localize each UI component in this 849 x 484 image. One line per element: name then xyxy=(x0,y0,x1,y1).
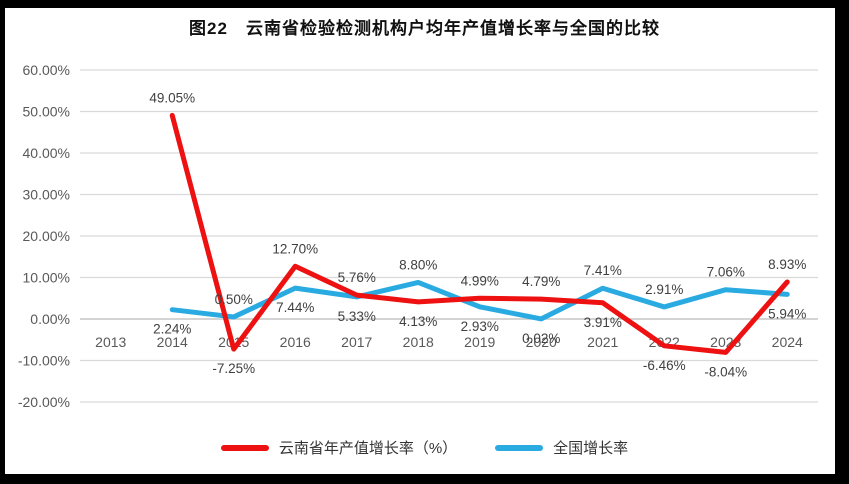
legend-item-yunnan: 云南省年产值增长率（%） xyxy=(220,437,458,458)
frame-border-right xyxy=(835,0,849,484)
data-label: 4.99% xyxy=(461,273,499,288)
y-tick-label: 60.00% xyxy=(23,62,70,78)
data-label: 7.06% xyxy=(707,265,745,280)
frame-border-top xyxy=(0,0,849,8)
legend-label-yunnan: 云南省年产值增长率（%） xyxy=(278,440,458,457)
data-label: 0.50% xyxy=(215,292,253,307)
x-tick-label: 2013 xyxy=(95,334,126,350)
data-label: 8.80% xyxy=(399,257,437,272)
x-tick-label: 2017 xyxy=(341,334,372,350)
x-tick-label: 2020 xyxy=(526,334,557,350)
data-label: 49.05% xyxy=(149,90,195,105)
x-tick-label: 2018 xyxy=(403,334,434,350)
data-label: -7.25% xyxy=(212,361,255,376)
data-label: 5.94% xyxy=(768,306,806,321)
frame-border-left xyxy=(0,0,5,484)
data-label: 7.41% xyxy=(584,263,622,278)
y-tick-label: 0.00% xyxy=(30,311,70,327)
legend-item-national: 全国增长率 xyxy=(495,437,628,458)
y-tick-label: 10.00% xyxy=(23,270,70,286)
data-label: 5.33% xyxy=(338,309,376,324)
data-label: 3.91% xyxy=(584,315,622,330)
data-label: -6.46% xyxy=(643,358,686,373)
data-label: 8.93% xyxy=(768,257,806,272)
y-tick-label: 40.00% xyxy=(23,145,70,161)
y-tick-label: -10.00% xyxy=(18,353,70,369)
data-label: 2.91% xyxy=(645,282,683,297)
x-tick-label: 2014 xyxy=(157,334,188,350)
data-label: 4.13% xyxy=(399,314,437,329)
y-tick-label: 30.00% xyxy=(23,187,70,203)
x-tick-label: 2024 xyxy=(772,334,803,350)
legend-line-swatch-national xyxy=(495,444,544,451)
data-label: -8.04% xyxy=(704,364,747,379)
frame-border-bottom xyxy=(0,474,849,484)
data-label: 4.79% xyxy=(522,274,560,289)
data-label: 5.76% xyxy=(338,270,376,285)
data-label: 12.70% xyxy=(272,241,318,256)
data-label: 2.24% xyxy=(153,322,191,337)
x-tick-label: 2019 xyxy=(464,334,495,350)
data-label: 0.02% xyxy=(522,331,560,346)
legend-line-swatch-yunnan xyxy=(220,444,269,451)
data-label: 7.44% xyxy=(276,300,314,315)
x-tick-label: 2021 xyxy=(587,334,618,350)
series-line xyxy=(169,112,790,355)
y-tick-label: 50.00% xyxy=(23,104,70,120)
legend: 云南省年产值增长率（%） 全国增长率 xyxy=(0,437,849,458)
x-tick-label: 2016 xyxy=(280,334,311,350)
chart-title: 图22 云南省检验检测机构户均年产值增长率与全国的比较 xyxy=(189,19,660,38)
y-tick-label: 20.00% xyxy=(23,228,70,244)
legend-label-national: 全国增长率 xyxy=(553,440,629,457)
y-tick-label: -20.00% xyxy=(18,394,70,410)
data-label: 2.93% xyxy=(461,319,499,334)
